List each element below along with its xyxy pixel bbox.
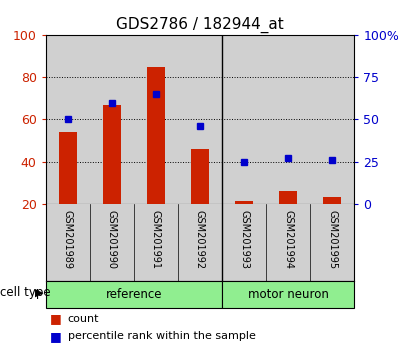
Text: GSM201990: GSM201990 <box>107 210 117 269</box>
Text: GSM201994: GSM201994 <box>283 210 293 269</box>
Text: count: count <box>68 314 99 324</box>
Bar <box>46 281 222 308</box>
Bar <box>103 105 121 204</box>
Bar <box>147 67 165 204</box>
Text: GSM201993: GSM201993 <box>239 210 249 269</box>
Title: GDS2786 / 182944_at: GDS2786 / 182944_at <box>116 16 284 33</box>
Text: ■: ■ <box>50 312 62 325</box>
Bar <box>323 197 341 204</box>
Text: ▶: ▶ <box>35 288 44 298</box>
Bar <box>59 132 77 204</box>
Bar <box>191 149 209 204</box>
Text: cell type: cell type <box>0 286 51 299</box>
Text: GSM201991: GSM201991 <box>151 210 161 269</box>
Text: GSM201995: GSM201995 <box>327 210 337 269</box>
Text: ■: ■ <box>50 330 62 343</box>
Text: reference: reference <box>105 288 162 301</box>
Bar <box>279 191 297 204</box>
Text: motor neuron: motor neuron <box>248 288 329 301</box>
Bar <box>235 201 253 204</box>
Text: percentile rank within the sample: percentile rank within the sample <box>68 331 256 341</box>
Bar <box>222 281 354 308</box>
Text: GSM201992: GSM201992 <box>195 210 205 269</box>
Text: GSM201989: GSM201989 <box>63 210 73 269</box>
